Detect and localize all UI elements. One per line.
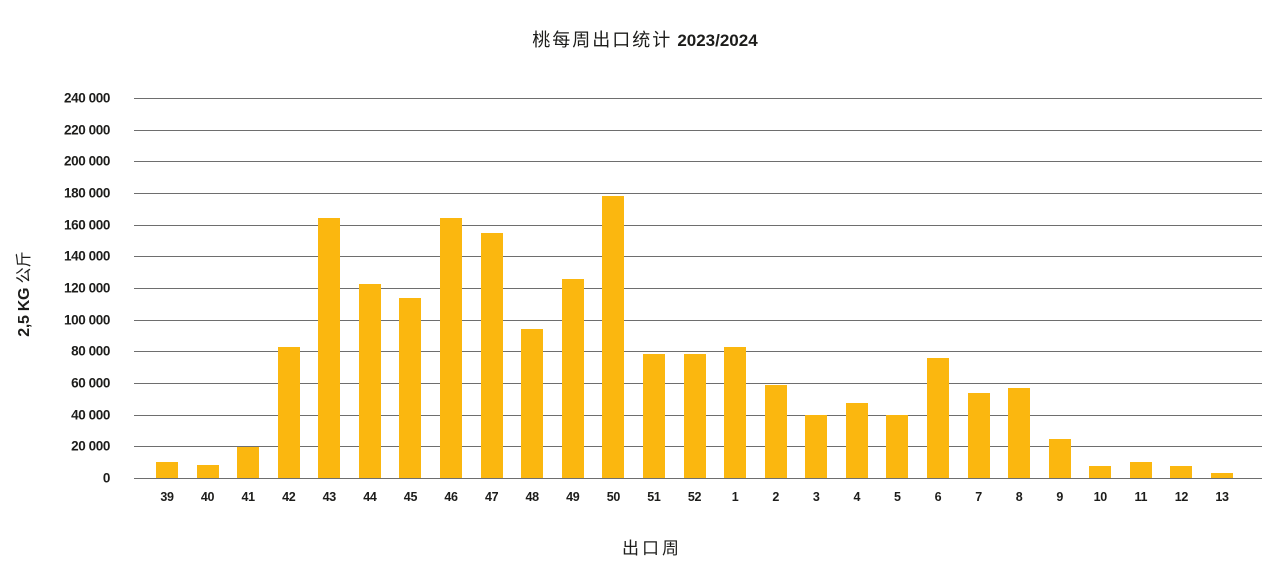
bar-week-46 xyxy=(440,218,463,478)
x-tick-label: 44 xyxy=(363,490,377,504)
bar-week-44 xyxy=(358,284,381,478)
bar-week-45 xyxy=(399,298,422,478)
y-tick-label: 220 000 xyxy=(64,122,110,138)
x-tick-label: 13 xyxy=(1215,490,1229,504)
y-tick-label: 20 000 xyxy=(71,438,110,454)
y-tick-label: 40 000 xyxy=(71,407,110,423)
y-tick-label: 240 000 xyxy=(64,90,110,106)
x-tick-label: 1 xyxy=(731,490,739,504)
x-tick-label: 6 xyxy=(934,490,942,504)
gridline xyxy=(134,224,1262,226)
x-tick-label: 2 xyxy=(772,490,779,504)
chart-title-text: 桃每周出口统计 xyxy=(532,30,673,50)
x-tick-label: 46 xyxy=(444,490,458,504)
bar-week-13 xyxy=(1211,473,1233,478)
gridline xyxy=(134,478,1262,479)
bar-week-49 xyxy=(561,278,584,478)
x-tick-label: 12 xyxy=(1174,490,1189,504)
chart-title-season: 2023/2024 xyxy=(677,31,758,50)
bar-week-6 xyxy=(926,357,949,478)
gridline xyxy=(134,193,1262,194)
x-tick-label: 52 xyxy=(687,490,702,504)
x-tick-label: 4 xyxy=(853,490,861,504)
bar-week-10 xyxy=(1089,466,1112,478)
y-tick-label: 140 000 xyxy=(64,248,110,264)
x-tick-label: 7 xyxy=(975,490,982,504)
gridline xyxy=(134,129,1262,131)
bar-week-42 xyxy=(277,346,300,478)
x-tick-label: 41 xyxy=(241,490,255,504)
x-tick-label: 51 xyxy=(647,490,661,504)
x-tick-label: 10 xyxy=(1093,490,1108,504)
x-tick-label: 50 xyxy=(606,490,621,504)
bar-week-43 xyxy=(318,218,341,478)
bar-week-51 xyxy=(642,353,665,478)
bar-week-2 xyxy=(764,385,787,478)
gridline xyxy=(134,98,1262,99)
bar-week-41 xyxy=(237,447,260,478)
y-tick-label: 0 xyxy=(102,470,111,486)
bar-week-1 xyxy=(724,346,747,478)
x-tick-label: 48 xyxy=(525,490,540,504)
y-tick-label: 120 000 xyxy=(64,280,110,296)
bar-week-5 xyxy=(886,415,909,478)
x-tick-label: 11 xyxy=(1134,490,1148,504)
gridline xyxy=(134,161,1262,163)
bar-week-47 xyxy=(480,232,503,478)
chart-title: 桃每周出口统计 2023/2024 xyxy=(0,26,1278,52)
y-tick-label: 160 000 xyxy=(64,217,110,233)
y-tick-label: 200 000 xyxy=(64,153,110,169)
x-tick-label: 5 xyxy=(894,490,901,504)
x-tick-label: 47 xyxy=(484,490,499,504)
x-axis-title: 出口周 xyxy=(622,539,682,558)
bar-week-7 xyxy=(967,393,990,478)
y-tick-label: 180 000 xyxy=(64,185,110,201)
x-tick-label: 3 xyxy=(812,490,820,504)
bar-week-11 xyxy=(1129,462,1152,478)
gridline xyxy=(134,319,1262,321)
bar-week-12 xyxy=(1170,466,1193,478)
bar-week-52 xyxy=(683,353,706,478)
x-tick-label: 42 xyxy=(282,490,296,504)
x-tick-label: 40 xyxy=(200,490,215,504)
gridline xyxy=(134,256,1262,258)
bar-week-4 xyxy=(845,402,868,478)
x-tick-label: 39 xyxy=(160,490,174,504)
gridline xyxy=(134,351,1262,353)
gridline xyxy=(134,288,1262,289)
x-tick-label: 45 xyxy=(403,490,418,504)
bar-week-50 xyxy=(602,196,625,478)
x-tick-label: 43 xyxy=(322,490,337,504)
bar-week-3 xyxy=(805,415,828,478)
y-tick-label: 100 000 xyxy=(64,312,110,328)
y-tick-label: 60 000 xyxy=(71,375,110,391)
y-tick-label: 80 000 xyxy=(71,343,110,359)
x-tick-label: 9 xyxy=(1056,490,1064,504)
bar-week-9 xyxy=(1048,439,1071,478)
bar-week-39 xyxy=(156,462,178,478)
bar-week-40 xyxy=(196,464,219,478)
bar-week-8 xyxy=(1008,387,1031,478)
x-tick-label: 49 xyxy=(566,490,580,504)
plot-area: 0 20 000 40 000 60 000 80 000 100 000 120 000 1… xyxy=(64,91,1262,504)
bar-week-48 xyxy=(521,329,544,478)
x-tick-label: 8 xyxy=(1015,490,1023,504)
